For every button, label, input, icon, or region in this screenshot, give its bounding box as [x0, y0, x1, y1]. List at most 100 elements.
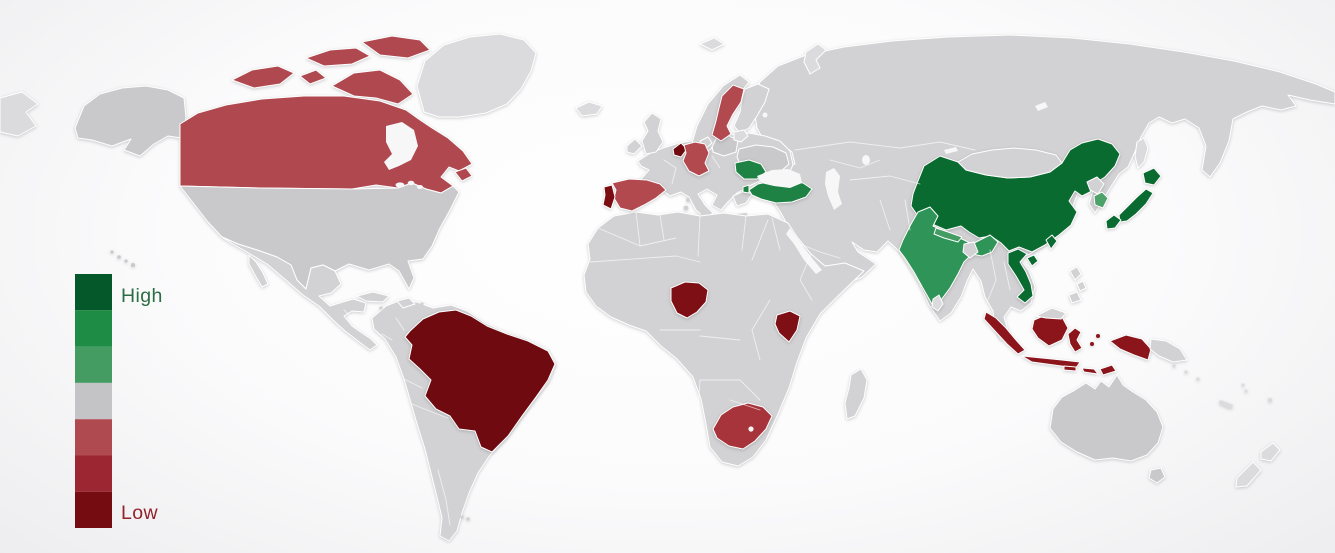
- legend-high-label: High: [121, 285, 163, 307]
- country-new-zealand[interactable]: [1235, 461, 1262, 488]
- hawaii-island: [131, 263, 135, 267]
- hawaii-island: [117, 255, 121, 259]
- country-indonesia[interactable]: [1067, 327, 1083, 353]
- legend-swatch-1: [75, 274, 112, 311]
- country-nepal[interactable]: [933, 227, 963, 243]
- great-lakes: [395, 182, 405, 188]
- country-portugal[interactable]: [602, 184, 616, 210]
- country-madagascar[interactable]: [844, 368, 868, 420]
- solomon-island: [1196, 377, 1200, 381]
- country-mongolia[interactable]: [957, 147, 1063, 179]
- country-united-kingdom[interactable]: [641, 112, 664, 155]
- hudson-bay: [384, 122, 418, 170]
- hawaii-island: [110, 250, 114, 254]
- red-sea: [786, 228, 822, 274]
- country-vietnam[interactable]: [1007, 248, 1034, 304]
- caribbean-island: [420, 302, 424, 306]
- country-indonesia[interactable]: [1021, 355, 1081, 369]
- country-canada[interactable]: [331, 69, 414, 105]
- legend-swatch-4: [75, 382, 112, 420]
- legend-swatch-2: [75, 310, 112, 347]
- novaya-zemlya: [803, 43, 827, 75]
- philippines-island[interactable]: [1068, 291, 1082, 304]
- legend-swatch-5: [75, 419, 112, 456]
- country-cuba[interactable]: [356, 291, 390, 303]
- country-indonesia[interactable]: [1063, 365, 1077, 372]
- lake-balkhash: [944, 147, 958, 154]
- country-taiwan[interactable]: [1045, 234, 1058, 250]
- country-baltics[interactable]: [733, 129, 749, 143]
- country-turkey[interactable]: [742, 184, 750, 194]
- country-china[interactable]: [1026, 254, 1039, 267]
- landmass-russia-east-wrap: [0, 91, 39, 137]
- country-japan[interactable]: [1142, 167, 1162, 186]
- philippines-island[interactable]: [1076, 280, 1087, 292]
- country-new-zealand[interactable]: [1260, 442, 1281, 462]
- country-hispaniola[interactable]: [396, 297, 416, 309]
- country-papua-new-guinea[interactable]: [1149, 338, 1188, 363]
- landmass-africa[interactable]: [583, 211, 865, 467]
- country-indonesia[interactable]: [1099, 364, 1117, 376]
- country-kenya[interactable]: [774, 310, 801, 343]
- sakhalin-island: [1134, 137, 1149, 169]
- country-south-africa[interactable]: [712, 402, 773, 450]
- country-canada[interactable]: [454, 167, 473, 182]
- country-nigeria[interactable]: [670, 281, 709, 319]
- baja-california: [248, 254, 269, 288]
- country-iceland[interactable]: [575, 101, 603, 117]
- country-bangladesh[interactable]: [962, 241, 979, 259]
- country-greenland[interactable]: [416, 33, 537, 118]
- mediterranean-island: [686, 198, 690, 202]
- country-indonesia[interactable]: [1031, 313, 1069, 347]
- country-canada[interactable]: [361, 35, 431, 59]
- aral-sea: [862, 155, 870, 165]
- country-north-korea[interactable]: [1086, 176, 1105, 195]
- caspian-sea: [825, 168, 842, 210]
- country-canada[interactable]: [231, 65, 295, 89]
- vanuatu-island: [1244, 389, 1248, 393]
- legend-swatch-3: [75, 346, 112, 383]
- legend-swatch-6: [75, 455, 112, 492]
- country-indonesia[interactable]: [1096, 334, 1100, 338]
- great-lakes: [417, 185, 423, 189]
- country-indonesia[interactable]: [1109, 334, 1152, 361]
- country-malaysia-borneo[interactable]: [1035, 307, 1067, 320]
- new-caledonia: [1219, 400, 1233, 409]
- country-indonesia[interactable]: [983, 311, 1026, 355]
- great-lakes: [407, 180, 415, 186]
- philippines-island[interactable]: [1069, 266, 1082, 281]
- black-sea: [757, 169, 802, 188]
- svalbard-islands: [699, 37, 725, 51]
- country-canada[interactable]: [305, 47, 371, 67]
- mediterranean-island: [683, 205, 689, 211]
- caribbean-island: [379, 306, 383, 310]
- lake-baikal: [1035, 102, 1048, 111]
- country-germany[interactable]: [682, 141, 710, 177]
- country-japan[interactable]: [1105, 214, 1122, 230]
- country-mexico-central-america[interactable]: [221, 236, 378, 351]
- fiji-island: [1268, 398, 1272, 402]
- country-indonesia[interactable]: [1081, 367, 1099, 375]
- country-brazil[interactable]: [404, 309, 556, 453]
- country-indonesia[interactable]: [1090, 342, 1094, 346]
- lake-ladoga: [762, 112, 768, 118]
- solomon-island: [1184, 370, 1188, 374]
- hawaii-island: [124, 259, 128, 263]
- country-canada[interactable]: [299, 69, 327, 85]
- country-sri-lanka[interactable]: [931, 294, 944, 312]
- country-spain[interactable]: [611, 178, 667, 212]
- country-greece[interactable]: [732, 190, 753, 207]
- country-japan[interactable]: [1118, 188, 1154, 223]
- country-netherlands[interactable]: [672, 142, 688, 158]
- country-usa-alaska[interactable]: [74, 85, 187, 157]
- country-finland[interactable]: [733, 83, 770, 134]
- solomon-island: [1172, 364, 1176, 368]
- country-sweden[interactable]: [711, 84, 745, 142]
- tasmania-island: [1148, 467, 1166, 484]
- country-south-korea[interactable]: [1093, 191, 1109, 209]
- legend-swatch-7: [75, 491, 112, 528]
- country-ireland[interactable]: [626, 138, 643, 155]
- country-australia[interactable]: [1049, 374, 1164, 462]
